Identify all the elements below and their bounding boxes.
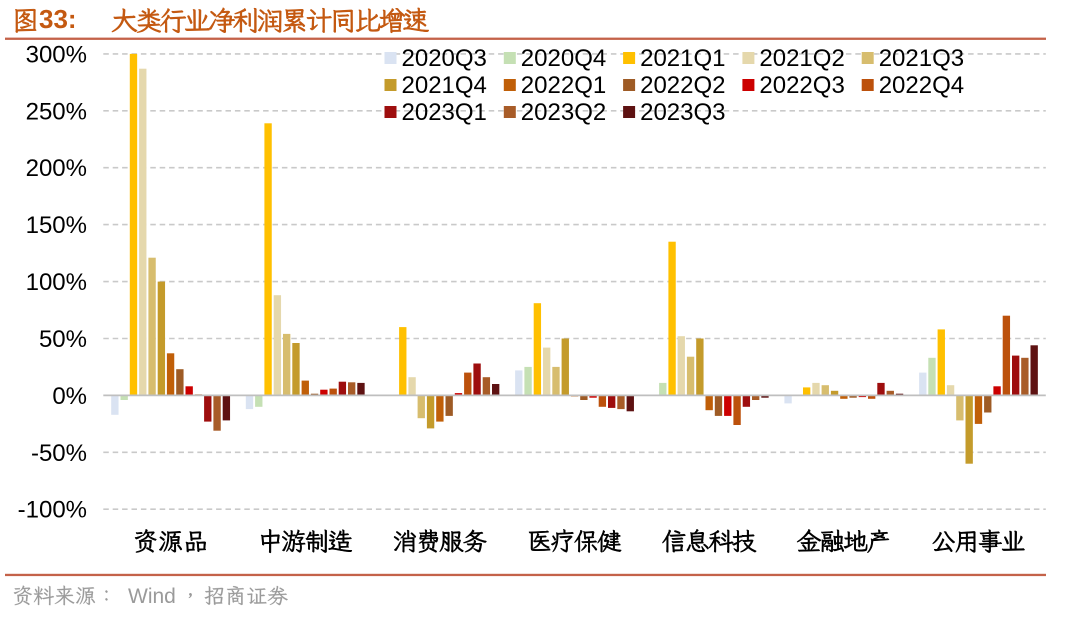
svg-text:Wind: Wind <box>128 585 176 608</box>
svg-text:0%: 0% <box>52 383 87 410</box>
svg-text:2022Q4: 2022Q4 <box>879 72 964 99</box>
svg-text:100%: 100% <box>26 269 87 296</box>
svg-text:-100%: -100% <box>18 497 87 524</box>
svg-text:300%: 300% <box>26 41 87 68</box>
svg-text:50%: 50% <box>39 326 87 353</box>
svg-text:2021Q2: 2021Q2 <box>759 45 844 72</box>
svg-text:250%: 250% <box>26 98 87 125</box>
svg-text:150%: 150% <box>26 212 87 239</box>
svg-text:33:: 33: <box>39 4 77 34</box>
svg-text:2021Q4: 2021Q4 <box>402 72 487 99</box>
svg-text:2023Q1: 2023Q1 <box>402 99 487 126</box>
svg-text:2022Q2: 2022Q2 <box>640 72 725 99</box>
svg-text:2023Q3: 2023Q3 <box>640 99 725 126</box>
svg-text:2022Q3: 2022Q3 <box>759 72 844 99</box>
svg-text:2021Q3: 2021Q3 <box>879 45 964 72</box>
svg-text:-50%: -50% <box>31 440 87 467</box>
svg-text:2020Q4: 2020Q4 <box>521 45 606 72</box>
svg-text:2022Q1: 2022Q1 <box>521 72 606 99</box>
svg-text:200%: 200% <box>26 155 87 182</box>
svg-text:2020Q3: 2020Q3 <box>402 45 487 72</box>
svg-text:2023Q2: 2023Q2 <box>521 99 606 126</box>
svg-text:2021Q1: 2021Q1 <box>640 45 725 72</box>
